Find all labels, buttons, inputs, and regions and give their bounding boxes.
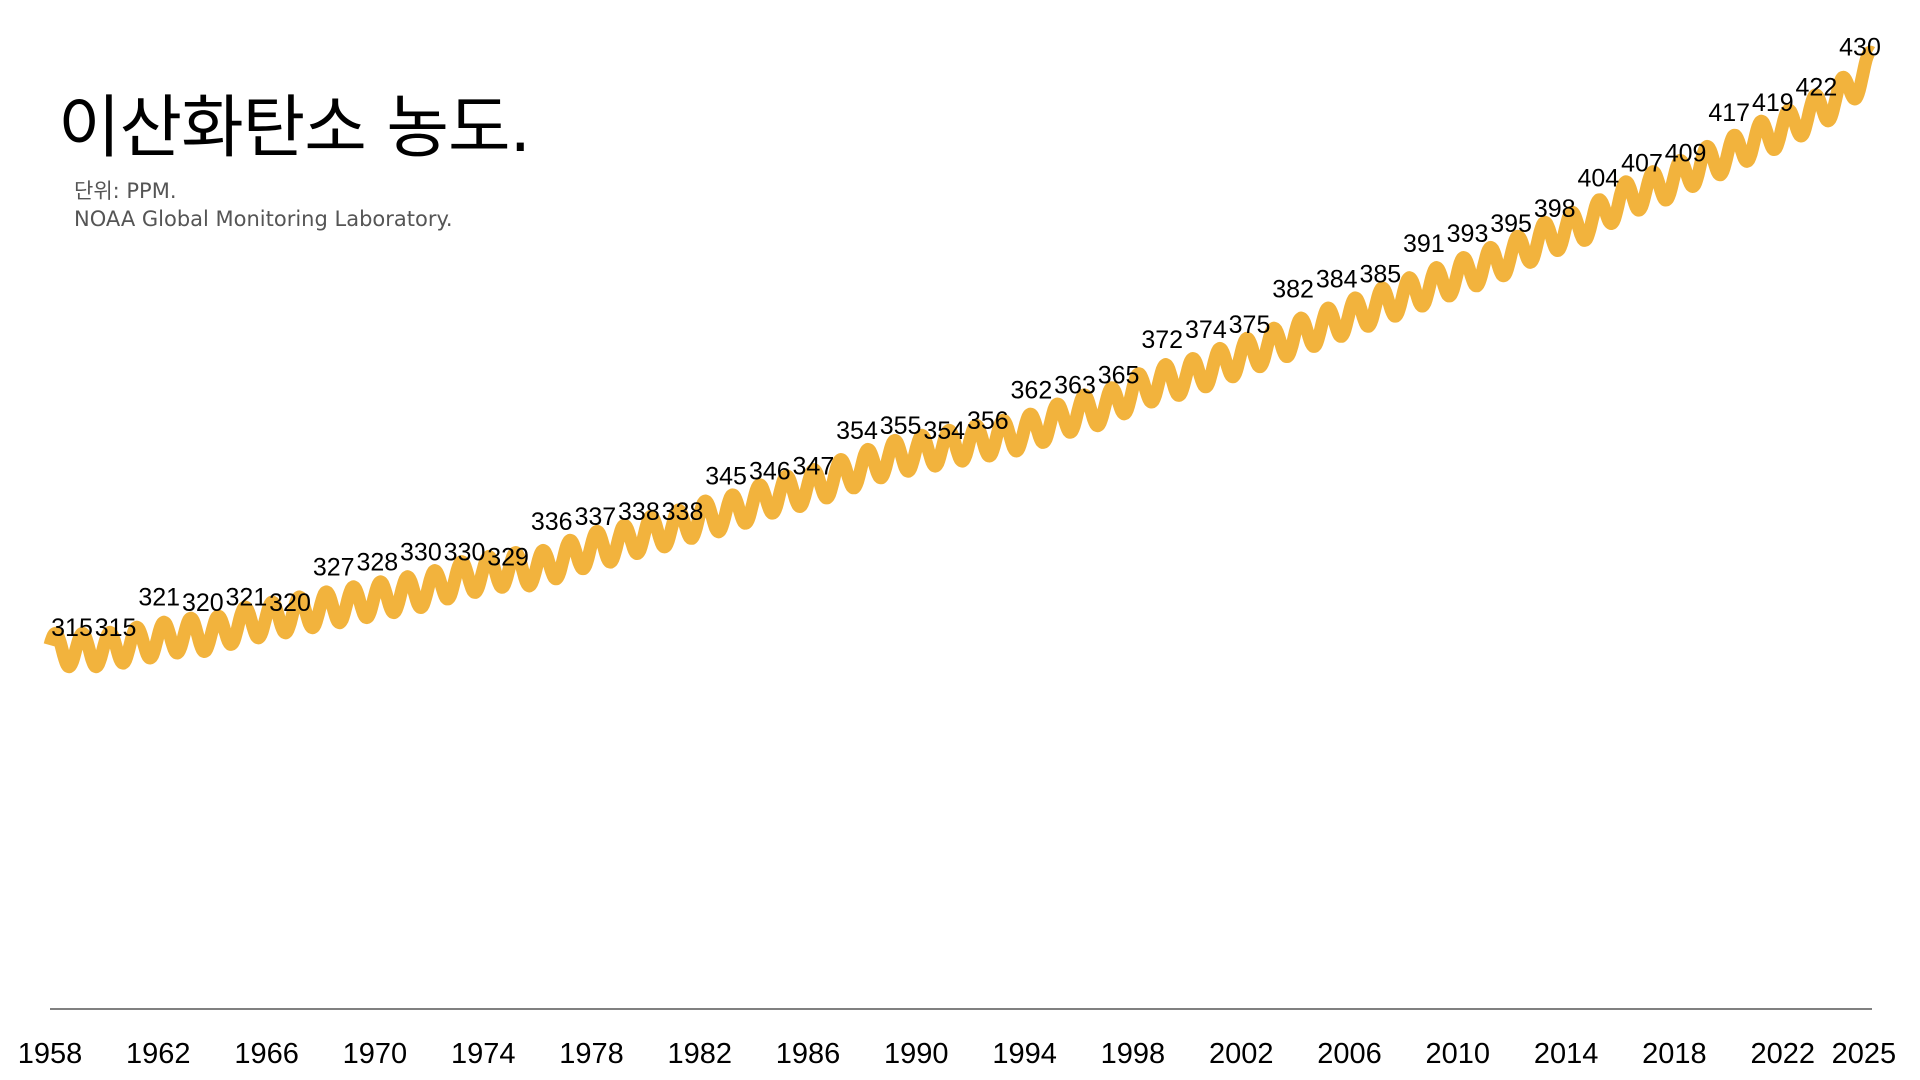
x-tick-label: 1958 <box>18 1038 83 1070</box>
data-label: 321 <box>138 584 180 612</box>
data-label: 315 <box>95 614 137 642</box>
data-label: 384 <box>1316 266 1358 294</box>
data-label: 336 <box>531 508 573 536</box>
data-label: 375 <box>1229 311 1271 339</box>
x-tick-label: 1994 <box>992 1038 1057 1070</box>
data-label: 345 <box>705 463 747 491</box>
x-tick-label: 2002 <box>1209 1038 1274 1070</box>
data-label: 337 <box>574 503 616 531</box>
series-co2 <box>43 45 1878 674</box>
data-label: 346 <box>749 458 791 486</box>
data-label: 354 <box>836 417 878 445</box>
x-tick-label: 2022 <box>1750 1038 1815 1070</box>
data-label: 355 <box>880 412 922 440</box>
data-label: 374 <box>1185 316 1227 344</box>
x-tick-label: 1986 <box>776 1038 841 1070</box>
x-tick-label: 1978 <box>559 1038 624 1070</box>
data-label: 330 <box>444 538 486 566</box>
data-label: 404 <box>1577 165 1619 193</box>
x-tick-label: 1962 <box>126 1038 191 1070</box>
data-label: 407 <box>1621 149 1663 177</box>
co2-line <box>43 45 1878 674</box>
chart-title: 이산화탄소 농도. <box>58 89 531 168</box>
data-label: 320 <box>182 589 224 617</box>
data-label: 329 <box>487 543 529 571</box>
x-tick-labels: 1958 1962 1966 1970 1974 1978 1982 1986 1990 1994… <box>18 1038 1896 1070</box>
x-tick-label: 1982 <box>667 1038 732 1070</box>
data-label: 363 <box>1054 372 1096 400</box>
x-tick-label: 2010 <box>1426 1038 1491 1070</box>
data-label: 328 <box>356 548 398 576</box>
chart-subtitle: 단위: PPM. <box>74 179 177 203</box>
data-label: 391 <box>1403 230 1445 258</box>
data-label: 338 <box>618 498 660 526</box>
x-tick-label: 1974 <box>451 1038 516 1070</box>
data-label: 365 <box>1098 362 1140 390</box>
data-label: 327 <box>313 553 355 581</box>
data-label: 382 <box>1272 276 1314 304</box>
data-label: 395 <box>1490 210 1532 238</box>
chart-source: NOAA Global Monitoring Laboratory. <box>74 207 453 231</box>
x-tick-label: 1970 <box>343 1038 408 1070</box>
x-tick-label: 2014 <box>1534 1038 1599 1070</box>
x-tick-label: 1966 <box>234 1038 299 1070</box>
data-label: 385 <box>1359 261 1401 289</box>
data-label: 419 <box>1752 89 1794 117</box>
data-label: 347 <box>793 452 835 480</box>
x-tick-label: 2006 <box>1317 1038 1382 1070</box>
data-label: 320 <box>269 589 311 617</box>
data-label: 422 <box>1796 74 1838 102</box>
data-label: 330 <box>400 538 442 566</box>
x-tick-label: 1990 <box>884 1038 949 1070</box>
data-label: 356 <box>967 407 1009 435</box>
data-label: 315 <box>51 614 93 642</box>
data-label: 321 <box>226 584 268 612</box>
x-tick-label: 1998 <box>1101 1038 1166 1070</box>
data-label: 372 <box>1141 326 1183 354</box>
x-tick-label: 2018 <box>1642 1038 1707 1070</box>
data-label: 354 <box>923 417 965 445</box>
data-label: 338 <box>662 498 704 526</box>
data-label: 430 <box>1839 33 1881 61</box>
data-label: 409 <box>1665 139 1707 167</box>
data-label: 362 <box>1011 377 1053 405</box>
x-tick-label: 2025 <box>1832 1038 1897 1070</box>
data-label: 393 <box>1447 220 1489 248</box>
data-label: 398 <box>1534 195 1576 223</box>
data-label: 417 <box>1708 99 1750 127</box>
